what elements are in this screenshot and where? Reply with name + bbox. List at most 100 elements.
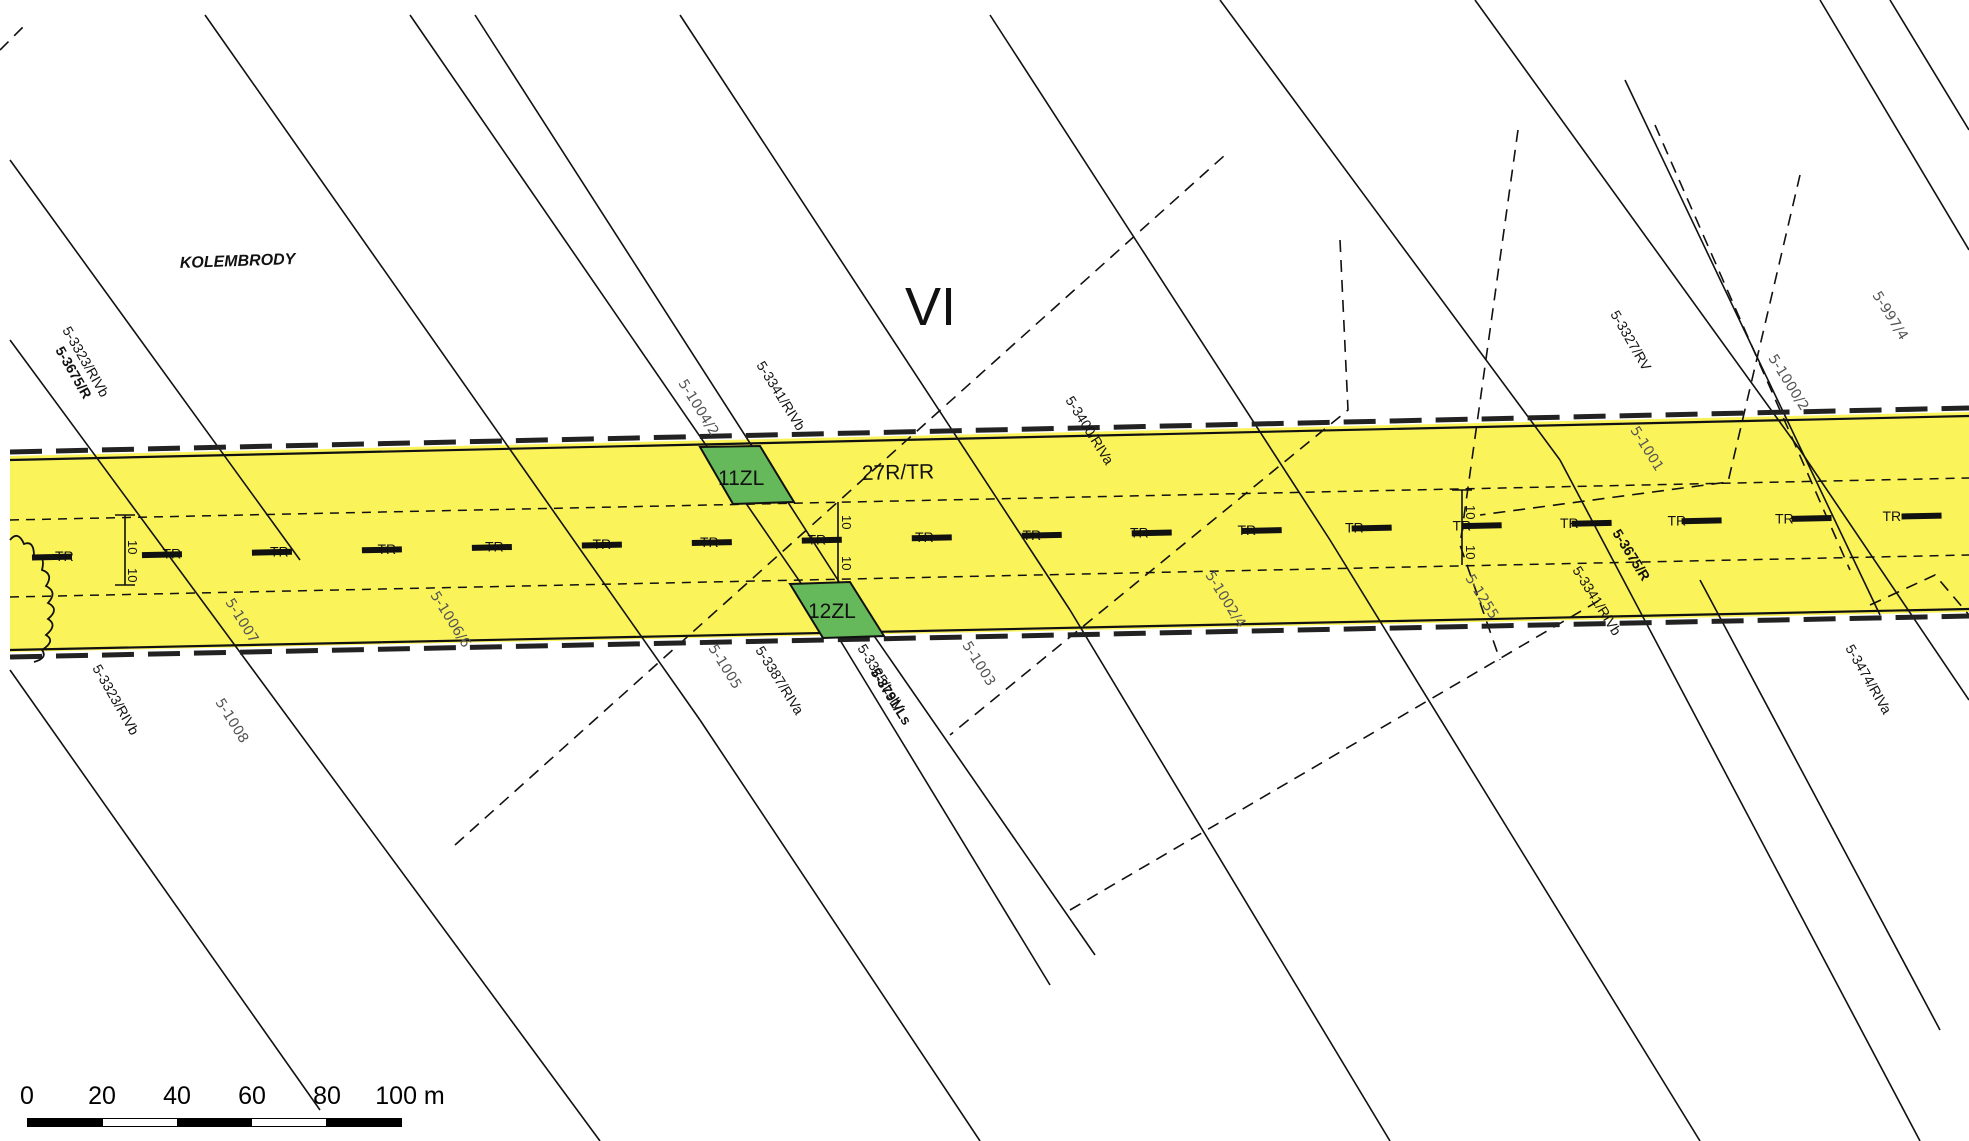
scalloped-edge — [9, 534, 55, 663]
axis-symbol-tr: TR — [163, 546, 182, 562]
parcel-boundary — [1889, 0, 1969, 131]
parcel-boundary — [989, 14, 1331, 541]
axis-symbol-tr: TR — [915, 529, 934, 545]
parcel-boundary — [839, 639, 1051, 986]
parcel-label: 5-3474/RIVa — [1842, 642, 1895, 717]
scale-bar-graphic — [27, 1118, 402, 1127]
axis-symbol-tr: TR — [593, 536, 612, 552]
parcel-boundary — [1069, 609, 1391, 1141]
scale-segment — [28, 1119, 103, 1126]
parcel-boundary — [9, 339, 601, 1141]
parcel-label: 5-997/4 — [1869, 289, 1911, 344]
section-numeral: VI — [905, 277, 956, 337]
offset-label: 10 — [125, 540, 140, 554]
axis-symbol-tr: TR — [808, 531, 827, 547]
axis-symbol-tr: TR — [1345, 520, 1364, 536]
offset-lines — [9, 477, 1969, 598]
parcel-boundary — [204, 14, 701, 721]
scale-labels: 0 20 40 60 80 100 m — [20, 1082, 445, 1112]
parcel-boundary — [1329, 539, 1701, 1141]
green-parcel-12zl — [788, 580, 886, 640]
offset-dimensions — [115, 489, 1472, 586]
scale-label-20: 20 — [88, 1082, 116, 1110]
place-name: KOLEMBRODY — [180, 251, 297, 272]
parcel-boundaries — [9, 0, 1969, 1141]
parcel-label: 5-3323/RIVb — [89, 662, 142, 738]
axis-symbol-tr: TR — [1023, 527, 1042, 543]
corridor-inner-bottom — [9, 607, 1969, 652]
parcel-boundary — [1219, 0, 1561, 461]
axis-symbol-tr: TR — [1775, 510, 1794, 526]
offset-line-lower — [9, 554, 1969, 598]
axis-symbols: TR TR TR TR TR TR TR TR TR TR TR TR TR TR TR TR TR TR — [55, 508, 1901, 564]
dashed-boundary — [1479, 174, 1801, 516]
offset-label: 10 — [125, 568, 140, 582]
scale-segment — [177, 1119, 252, 1126]
parcel-boundary — [9, 159, 301, 561]
corridor-edge-top — [9, 405, 1969, 455]
parcel-boundary — [1819, 0, 1969, 251]
axis-symbol-tr: TR — [485, 539, 504, 555]
axis-symbol-tr: TR — [1130, 524, 1149, 540]
axis-symbol-tr: TR — [270, 543, 289, 559]
green-parcel-11zl — [698, 444, 796, 506]
dashed-boundary — [454, 154, 1226, 846]
offset-label: 10 — [839, 515, 854, 529]
road-corridor — [10, 412, 1969, 652]
scale-segment — [102, 1119, 178, 1126]
axis-symbol-tr: TR — [1560, 515, 1579, 531]
scale-label-0: 0 — [20, 1082, 34, 1110]
parcel-boundary — [409, 14, 841, 641]
offset-label: 10 — [1463, 545, 1478, 559]
parcel-label: 5-1004/2 — [675, 377, 722, 439]
parcel-label: 5-1000/2 — [1765, 352, 1812, 414]
corridor-inner-edges — [9, 414, 1969, 652]
green-parcel-label-11zl: 11ZL — [718, 467, 764, 490]
axis-symbol-tr: TR — [378, 541, 397, 557]
parcel-boundary — [869, 629, 1096, 956]
parcel-boundary — [9, 669, 321, 1111]
parcel-label: 5-1008 — [212, 696, 252, 747]
axis-symbol-tr: TR — [1668, 513, 1687, 529]
scale-bar: 0 20 40 60 80 100 m — [20, 1082, 445, 1132]
parcel-boundary — [1559, 459, 1921, 1141]
green-parcel-label-12zl: 12ZL — [808, 600, 856, 623]
scale-label-60: 60 — [238, 1082, 266, 1110]
axis-symbol-tr: TR — [1883, 508, 1902, 524]
dashed-boundary — [1069, 599, 1601, 911]
parcel-label: 5-3327/RV — [1607, 308, 1655, 374]
scale-label-100: 100 m — [375, 1082, 445, 1110]
dashed-boundary — [0, 24, 26, 51]
axis-symbol-tr: TR — [1453, 517, 1472, 533]
parcel-boundary — [1699, 579, 1941, 1031]
axis-symbol-tr: TR — [1238, 522, 1257, 538]
scale-segment — [326, 1119, 401, 1126]
scale-label-40: 40 — [163, 1082, 191, 1110]
corridor-label: 27R/TR — [862, 460, 935, 485]
corridor-edge-bottom — [9, 613, 1969, 660]
offset-label: 10 — [1463, 505, 1478, 519]
scale-label-80: 80 — [313, 1082, 341, 1110]
offset-line-upper — [9, 477, 1969, 521]
dashed-boundary — [1869, 574, 1969, 616]
offset-label: 10 — [839, 556, 854, 570]
parcel-label: 5-1005 — [705, 642, 745, 693]
corridor-inner-top — [9, 414, 1969, 462]
parcel-label: 5-3387/RIVa — [752, 643, 807, 717]
corridor-edges — [9, 405, 1969, 660]
dashed-boundary — [1654, 124, 1851, 571]
parcel-boundary — [699, 719, 981, 1141]
dashed-boundaries — [0, 24, 1969, 911]
parcel-label: 5-1003 — [959, 639, 999, 690]
parcel-boundary — [1474, 0, 1801, 451]
parcel-label: 5-3341/RIVb — [753, 358, 808, 433]
dashed-boundary — [1459, 129, 1519, 661]
parcel-boundary — [679, 14, 1071, 611]
dashed-boundary — [949, 239, 1349, 736]
parcel-boundary — [474, 14, 871, 631]
parcel-boundary — [1799, 449, 1969, 701]
axis-symbol-tr: TR — [55, 548, 74, 564]
axis-symbol-tr: TR — [700, 534, 719, 550]
scale-segment — [251, 1119, 327, 1126]
